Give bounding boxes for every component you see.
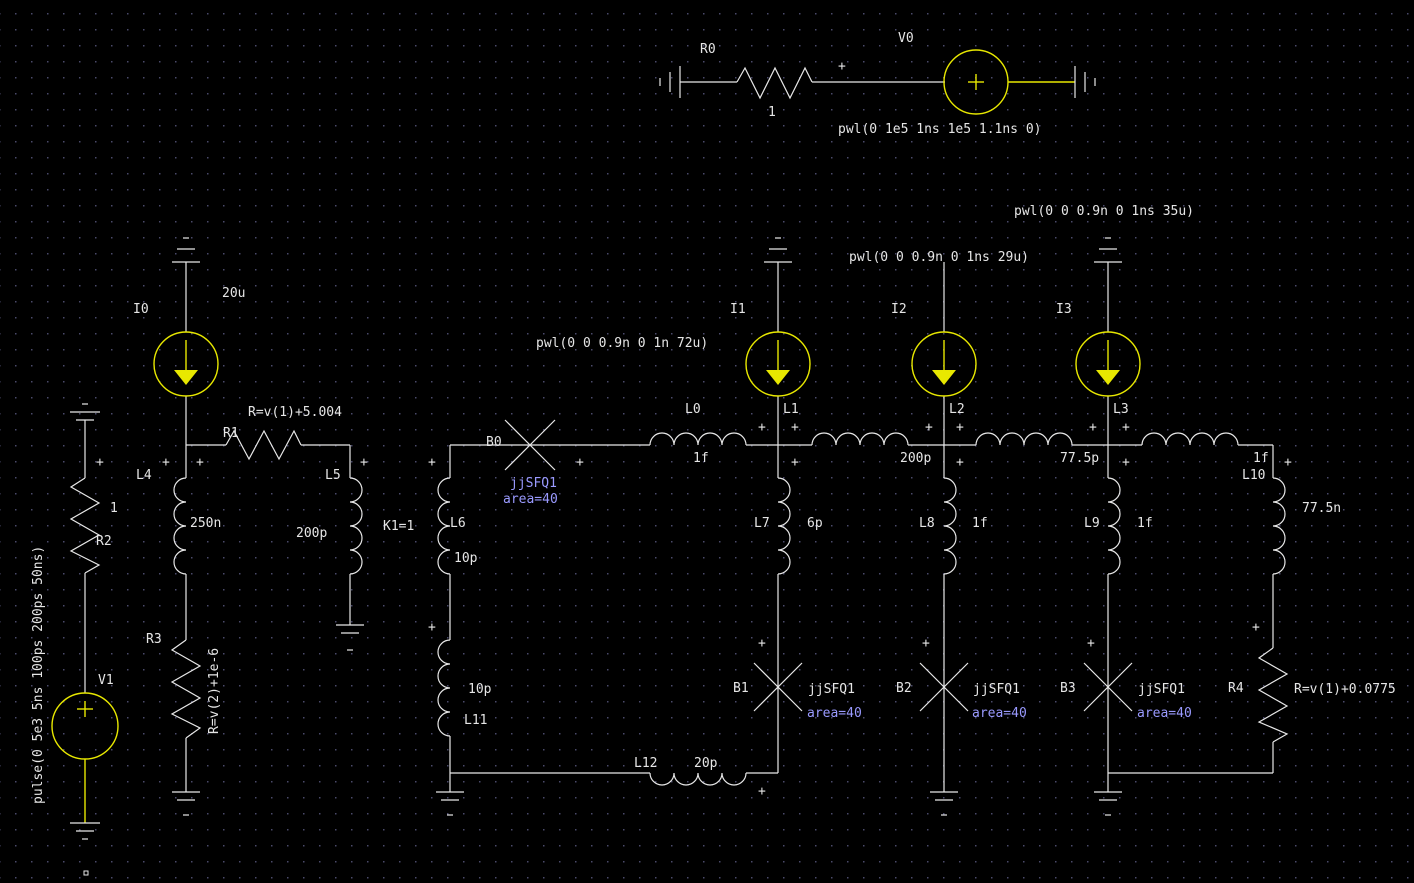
- l7-label: L7: [754, 516, 770, 531]
- pin-marker: +: [1252, 620, 1260, 635]
- i1-current-source[interactable]: [745, 331, 811, 397]
- i3-label: I3: [1056, 302, 1072, 317]
- l8-value: 1f: [972, 516, 988, 531]
- pin-marker: +: [96, 455, 104, 470]
- r2-value: 1: [110, 501, 118, 516]
- r0-value: 1: [768, 105, 776, 120]
- l10-value: 77.5n: [1302, 501, 1341, 516]
- i2-label: I2: [891, 302, 907, 317]
- i0-value: 20u: [222, 286, 245, 301]
- r2-label: R2: [96, 534, 112, 549]
- l4-label: L4: [136, 468, 152, 483]
- v0-label: V0: [898, 31, 914, 46]
- pin-marker: +: [360, 455, 368, 470]
- pin-marker: +: [922, 636, 930, 651]
- r1-label: R1: [223, 426, 239, 441]
- pin-marker: +: [576, 455, 584, 470]
- pin-marker: +: [791, 455, 799, 470]
- pin-marker: +: [162, 455, 170, 470]
- r4-value: R=v(1)+0.0775: [1294, 682, 1396, 697]
- l9-value: 1f: [1137, 516, 1153, 531]
- pin-marker: +: [1284, 455, 1292, 470]
- r3-label: R3: [146, 632, 162, 647]
- l11-label: L11: [464, 713, 487, 728]
- i0-branch: [170, 237, 364, 816]
- l11-value: 10p: [468, 682, 492, 697]
- pin-marker: +: [838, 59, 846, 74]
- l3-value: 1f: [1253, 451, 1269, 466]
- l5-value: 200p: [296, 526, 327, 541]
- l0-label: L0: [685, 402, 701, 417]
- k1-value: K1=1: [383, 519, 414, 534]
- l8-label: L8: [919, 516, 935, 531]
- main-loop-wires: [436, 237, 1289, 816]
- i0-label: I0: [133, 302, 149, 317]
- pin-marker: +: [196, 455, 204, 470]
- r0-label: R0: [700, 42, 716, 57]
- i3-current-source[interactable]: [1075, 331, 1141, 397]
- r1-value: R=v(1)+5.004: [248, 405, 342, 420]
- l2-label: L2: [949, 402, 965, 417]
- b0-area: area=40: [503, 492, 558, 507]
- pin-marker: +: [1122, 455, 1130, 470]
- pin-marker: +: [925, 420, 933, 435]
- l10-label: L10: [1242, 468, 1265, 483]
- l5-label: L5: [325, 468, 341, 483]
- i2-value: pwl(0 0 0.9n 0 1ns 29u): [849, 250, 1029, 265]
- pin-marker: +: [758, 636, 766, 651]
- b1-label: B1: [733, 681, 749, 696]
- i2-current-source[interactable]: [911, 331, 977, 397]
- pin-marker: +: [758, 784, 766, 799]
- l1-value: 200p: [900, 451, 931, 466]
- pin-marker: +: [1087, 636, 1095, 651]
- v0-voltage-source[interactable]: [943, 49, 1009, 115]
- pin-marker: +: [758, 420, 766, 435]
- pin-marker: +: [791, 420, 799, 435]
- pin-marker: +: [428, 455, 436, 470]
- v1-voltage-source[interactable]: [51, 692, 119, 760]
- b3-label: B3: [1060, 681, 1076, 696]
- b1-area: area=40: [807, 706, 862, 721]
- b2-model: jjSFQ1: [973, 682, 1020, 697]
- pin-marker: +: [1122, 420, 1130, 435]
- l0-value: 1f: [693, 451, 709, 466]
- b0-model: jjSFQ1: [510, 476, 557, 491]
- l1-label: L1: [783, 402, 799, 417]
- r3-value: R=v(2)+1e-6: [207, 648, 222, 734]
- l4-value: 250n: [190, 516, 221, 531]
- pin-marker: +: [1089, 420, 1097, 435]
- b3-model: jjSFQ1: [1138, 682, 1185, 697]
- i1-label: I1: [730, 302, 746, 317]
- i0-current-source[interactable]: [153, 331, 219, 397]
- l3-label: L3: [1113, 402, 1129, 417]
- l6-label: L6: [450, 516, 466, 531]
- v0-value: pwl(0 1e5 1ns 1e5 1.1ns 0): [838, 122, 1042, 137]
- l6-value: 10p: [454, 551, 478, 566]
- v1-label: V1: [98, 673, 114, 688]
- b0-label: B0: [486, 435, 502, 450]
- pin-marker: +: [428, 620, 436, 635]
- b2-label: B2: [896, 681, 912, 696]
- l12-label: L12: [634, 756, 657, 771]
- i1-value: pwl(0 0 0.9n 0 1n 72u): [536, 336, 708, 351]
- l7-value: 6p: [807, 516, 823, 531]
- l12-value: 20p: [694, 756, 718, 771]
- b1-model: jjSFQ1: [808, 682, 855, 697]
- i3-value: pwl(0 0 0.9n 0 1ns 35u): [1014, 204, 1194, 219]
- pin-marker: +: [956, 420, 964, 435]
- l2-value: 77.5p: [1060, 451, 1099, 466]
- v1-value: pulse(0 5e3 5ns 100ps 200ps 50ns): [31, 546, 46, 804]
- l9-label: L9: [1084, 516, 1100, 531]
- pin-marker: +: [956, 455, 964, 470]
- b2-area: area=40: [972, 706, 1027, 721]
- v1-branch: [69, 403, 101, 876]
- b3-area: area=40: [1137, 706, 1192, 721]
- r4-label: R4: [1228, 681, 1244, 696]
- v0-circuit: [659, 66, 1096, 100]
